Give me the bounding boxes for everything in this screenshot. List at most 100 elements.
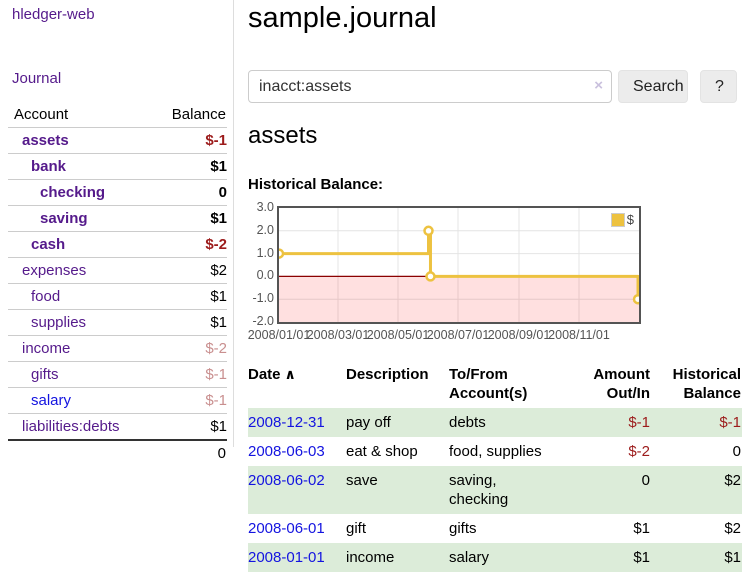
historical-balance-chart: $ 3.0 2.0 1.0 0.0 -1.0 -2.0 2008/01/01 2008/03/… — [248, 200, 742, 348]
transaction-description: pay off — [346, 414, 391, 431]
y-axis-tick-label: 0.0 — [256, 268, 274, 283]
search-input-wrap: × — [248, 70, 612, 103]
transaction-amount: $1 — [633, 549, 650, 566]
transaction-date-link[interactable]: 2008-06-02 — [248, 472, 325, 489]
account-balance: $2 — [149, 257, 227, 284]
transaction-balance: $2 — [724, 472, 741, 489]
sidebar-item-journal[interactable]: Journal — [12, 70, 62, 87]
register-header-row: Date ∧ Description To/From Account(s) Amo… — [248, 360, 742, 408]
account-balance: $1 — [149, 283, 227, 310]
account-balance: $1 — [149, 153, 227, 180]
sidebar-account-row: liabilities:debts $1 — [8, 413, 227, 440]
register-row: 2008-06-01 gift gifts $1 $2 — [248, 514, 742, 543]
search-input[interactable] — [248, 70, 612, 103]
total-balance: 0 — [149, 439, 227, 466]
register-row: 2008-06-02 save saving, checking 0 $2 — [248, 466, 742, 514]
account-balance: 0 — [149, 179, 227, 206]
sidebar-account-row: saving $1 — [8, 205, 227, 232]
register-row: 2008-12-31 pay off debts $-1 $-1 — [248, 408, 742, 437]
balance-column-header: Balance — [171, 106, 226, 123]
register-row: 2008-01-01 income salary $1 $1 — [248, 543, 742, 572]
x-axis-tick-label: 2008/07/01 — [426, 328, 490, 342]
legend-label: $ — [626, 212, 634, 227]
sidebar-account-link[interactable]: checking — [40, 184, 106, 201]
sidebar-account-row: checking 0 — [8, 179, 227, 206]
sidebar-account-row: bank $1 — [8, 153, 227, 180]
transaction-balance: $2 — [724, 520, 741, 537]
account-balance: $-1 — [149, 127, 227, 154]
transaction-description: gift — [346, 520, 367, 537]
app-title-link[interactable]: hledger-web — [12, 6, 95, 23]
transaction-date-link[interactable]: 2008-06-03 — [248, 443, 325, 460]
y-axis-tick-label: -2.0 — [252, 314, 274, 328]
transaction-amount: $1 — [633, 520, 650, 537]
search-button[interactable]: Search — [618, 70, 688, 103]
register-body: 2008-12-31 pay off debts $-1 $-1 2008-06-03 ea… — [248, 408, 742, 572]
sidebar-account-link[interactable]: expenses — [22, 262, 87, 279]
sidebar-account-row: supplies $1 — [8, 309, 227, 336]
sidebar-accounts-header: Account Balance — [8, 102, 227, 128]
y-axis-tick-label: 3.0 — [256, 200, 274, 214]
column-header-amount: Amount Out/In — [593, 366, 650, 402]
account-balance: $1 — [149, 309, 227, 336]
column-header-date[interactable]: Date ∧ — [248, 366, 296, 383]
account-balance: $1 — [149, 205, 227, 232]
sidebar-accounts-body: assets $-1 bank $1 checking 0 saving $1 cash $-2 e… — [8, 127, 227, 466]
transaction-date-link[interactable]: 2008-06-01 — [248, 520, 325, 537]
transaction-date-link[interactable]: 2008-01-01 — [248, 549, 325, 566]
transaction-description: save — [346, 472, 378, 489]
sidebar-account-link[interactable]: income — [22, 340, 71, 357]
sidebar-account-row: expenses $2 — [8, 257, 227, 284]
sidebar-account-link[interactable]: saving — [40, 210, 88, 227]
sidebar-account-link[interactable]: salary — [31, 392, 72, 409]
chart-legend: $ — [608, 211, 636, 228]
main-content: sample.journal × Search ? assets Histori… — [248, 0, 742, 582]
clear-search-icon[interactable]: × — [594, 77, 603, 94]
account-balance: $-2 — [149, 231, 227, 258]
transaction-accounts: gifts — [449, 520, 477, 537]
search-form: × Search ? — [248, 70, 742, 104]
transaction-balance: 0 — [732, 443, 741, 460]
sidebar-account-link[interactable]: food — [31, 288, 61, 305]
transaction-balance: $-1 — [719, 414, 741, 431]
sidebar-account-link[interactable]: cash — [31, 236, 66, 253]
y-axis-tick-label: 1.0 — [256, 245, 274, 260]
chart-plot-area: $ — [277, 206, 641, 324]
sidebar-account-link[interactable]: gifts — [31, 366, 59, 383]
column-header-balance: Historical Balance — [672, 366, 741, 402]
transaction-amount: $-1 — [628, 414, 650, 431]
sidebar-account-link[interactable]: supplies — [31, 314, 87, 331]
transaction-accounts: salary — [449, 549, 490, 566]
account-balance: $-1 — [149, 387, 227, 414]
x-axis-tick-label: 2008/11/01 — [548, 328, 610, 342]
transaction-accounts: debts — [449, 414, 486, 431]
help-button[interactable]: ? — [700, 70, 737, 103]
sidebar-account-row: income $-2 — [8, 335, 227, 362]
account-balance: $-1 — [149, 361, 227, 388]
transaction-amount: 0 — [641, 472, 650, 489]
sidebar: hledger-web Journal Account Balance asse… — [0, 0, 234, 466]
transaction-balance: $1 — [724, 549, 741, 566]
account-balance: $-2 — [149, 335, 227, 362]
register-table: Date ∧ Description To/From Account(s) Amo… — [248, 360, 742, 572]
sidebar-account-row: food $1 — [8, 283, 227, 310]
sidebar-account-link[interactable]: liabilities:debts — [22, 418, 120, 435]
sidebar-account-link[interactable]: bank — [31, 158, 67, 175]
sidebar-account-link[interactable]: assets — [22, 132, 69, 149]
transaction-date-link[interactable]: 2008-12-31 — [248, 414, 325, 431]
account-balance: $1 — [149, 413, 227, 440]
sidebar-account-row: assets $-1 — [8, 127, 227, 154]
x-axis-tick-label: 2008/01/01 — [247, 328, 311, 342]
accounts-column-header: Account — [14, 106, 69, 123]
y-axis-tick-label: 2.0 — [256, 222, 274, 237]
y-axis-tick-label: -1.0 — [252, 291, 274, 306]
chart-canvas — [279, 208, 639, 322]
x-axis-tick-label: 2008/05/01 — [366, 328, 430, 342]
sort-asc-icon: ∧ — [284, 366, 296, 382]
column-header-description: Description — [346, 366, 429, 383]
column-header-accounts: To/From Account(s) — [449, 366, 528, 402]
sidebar-account-row: cash $-2 — [8, 231, 227, 258]
legend-swatch-icon — [610, 212, 625, 227]
x-axis-tick-label: 2008/03/01 — [306, 328, 370, 342]
sidebar-account-row: salary $-1 — [8, 387, 227, 414]
